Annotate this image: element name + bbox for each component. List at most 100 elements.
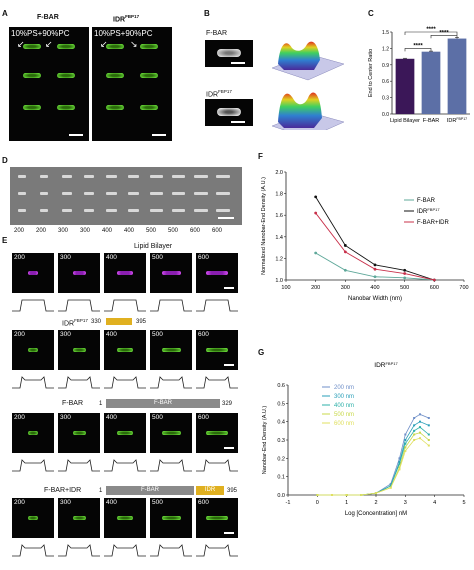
combo-row-label: F-BAR+IDR [44,487,82,494]
panel-label-d: D [2,156,8,165]
combo-start-residue: 1 [99,488,103,494]
panel-a-overlay-idr: 10%PS+90%PC [94,29,153,38]
data-point [345,494,348,496]
scale-bar [69,134,83,136]
scale-bar [152,134,166,136]
panel-a-title-fbar: F-BAR [37,14,59,21]
nanobar [140,44,158,49]
sem-nanobar [172,175,185,178]
data-point [360,494,363,496]
nanobar-width-label: 600 [212,228,223,234]
nanobar [117,271,133,275]
data-point [398,462,401,465]
legend-label: IDRFBP17 [417,207,440,215]
sem-nanobar [150,192,163,195]
intensity-profile [196,376,238,389]
fbar-domain-box: F-BAR [106,399,220,408]
nanobar [72,271,86,275]
sem-nanobar [84,192,94,195]
width-label: 400 [106,499,117,506]
x-tick-label: 500 [400,285,409,291]
intensity-profile [12,544,54,557]
idr-end-residue: 395 [136,319,147,325]
surface-plot-fbar [271,41,345,81]
legend-label: F-BAR+IDR [417,220,450,226]
sem-nanobar [62,209,72,212]
panel-e-image: 400 [104,330,146,370]
intensity-profile [104,459,146,472]
x-axis-label: Log [Concentration] nM [345,511,407,517]
data-point [419,437,421,440]
x-tick-label-sup: FBP17 [456,117,467,121]
sem-nanobar [172,209,185,212]
nanobar-width-label: 500 [146,228,157,234]
width-label: 300 [60,254,71,261]
y-tick-label: 0.5 [277,401,285,407]
sem-nanobar [216,209,230,212]
fbar-row-label: F-BAR [62,400,83,407]
nanobar [28,348,38,352]
idr-start-residue: 330 [91,319,102,325]
sem-nanobar [128,209,139,212]
nanobar [57,73,75,78]
combo-end-residue: 395 [227,488,238,494]
profile-line [12,544,54,557]
panel-e-image: 200 [12,253,54,293]
panel-e-image: 200 [12,413,54,453]
combo-idr-domain-box: IDR [196,486,224,495]
nanobar [106,105,124,110]
intensity-profile [58,459,100,472]
profile-line [104,459,146,472]
scale-bar [224,364,234,366]
nanobar [140,105,158,110]
sem-nanobar [40,192,48,195]
data-point [427,424,430,427]
panel-b-surface-plots [271,41,345,130]
width-label: 400 [106,331,117,338]
y-tick-label: 1.6 [275,213,283,219]
data-point [389,486,392,489]
x-tick-label: 3 [404,500,407,506]
width-label: 500 [152,414,163,421]
x-tick-label: 400 [370,285,379,291]
panel-d-sem-image [10,167,242,225]
data-point [375,492,377,495]
nanobar [106,44,124,49]
legend-label: 400 nm [334,403,354,409]
intensity-profile [12,459,54,472]
panel-b-label-idr: IDRFBP17 [206,89,232,99]
panel-e-image: 400 [104,253,146,293]
data-point [427,444,430,447]
data-point [427,417,430,419]
panel-a-title-idr: IDRFBP17 [113,14,140,24]
data-point [413,429,416,432]
data-point [373,263,377,267]
width-label: 200 [14,331,25,338]
panel-e-image: 300 [58,413,100,453]
scale-bar [224,532,234,534]
nanobar-width-label: 200 [14,228,25,234]
x-tick-label: -1 [286,500,291,506]
nanobar-width-label: 300 [58,228,69,234]
y-tick-label: 0.6 [277,383,285,389]
nanobar [23,44,41,49]
data-point [432,278,436,282]
profile-line [150,376,192,389]
profile-line [196,544,238,557]
y-tick-label: 0.0 [277,493,285,499]
nanobar [117,348,133,352]
nanobar [57,44,75,49]
data-point [343,250,347,254]
intensity-profile [150,544,192,557]
width-label: 200 [14,254,25,261]
profile-line [58,299,100,312]
panel-e-image: 500 [150,253,192,293]
sem-nanobar [216,175,230,178]
width-label: 500 [152,499,163,506]
legend-label-sup: FBP17 [427,207,440,212]
significance-bracket [404,48,432,52]
x-axis-label: Nanobar Width (nm) [348,296,402,302]
profile-line [196,376,238,389]
x-tick-label: Lipid Bilayer [390,118,420,124]
y-tick-label: 0.3 [277,438,285,444]
